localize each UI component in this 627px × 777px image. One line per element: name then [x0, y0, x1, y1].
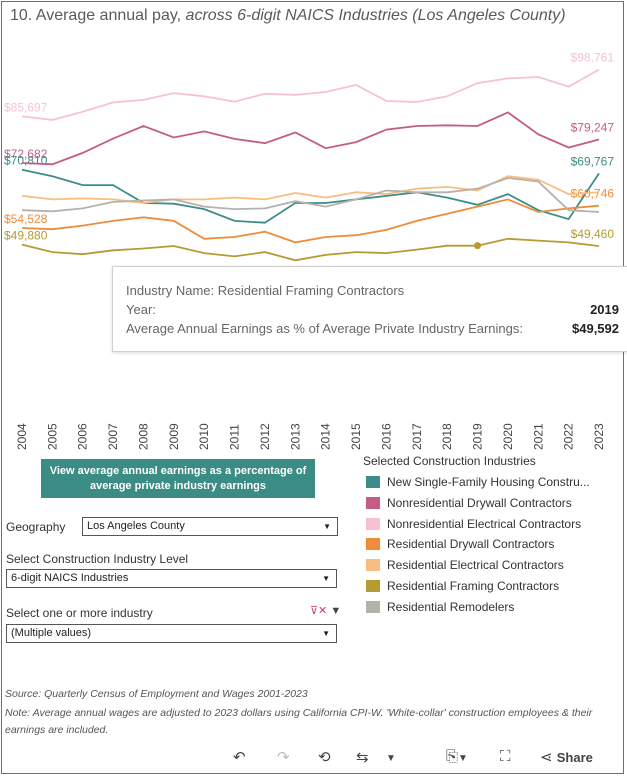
tooltip-industry-name: Industry Name: Residential Framing Contr…	[126, 283, 405, 298]
x-tick-label: 2019	[471, 423, 485, 450]
refresh-dropdown-icon[interactable]: ▼	[386, 753, 396, 764]
legend-item[interactable]: Residential Remodelers	[366, 600, 514, 614]
legend-swatch	[366, 496, 380, 509]
undo-icon[interactable]: ↶	[233, 749, 246, 766]
line-chart[interactable]: $70,810 $69,767$72,682$79,247$85,697$98,7…	[0, 48, 627, 458]
tooltip-metric-value: $49,592	[572, 321, 619, 336]
legend-label: Nonresidential Drywall Contractors	[387, 495, 572, 510]
x-tick-label: 2014	[319, 423, 333, 450]
share-button[interactable]: ⋖ Share	[540, 748, 593, 766]
geography-select[interactable]: Los Angeles County ▼	[82, 517, 338, 536]
legend-title: Selected Construction Industries	[363, 454, 536, 468]
industry-value: (Multiple values)	[11, 627, 92, 639]
chart-title: 10. Average annual pay, across 6-digit N…	[10, 7, 566, 24]
industry-level-label: Select Construction Industry Level	[6, 552, 189, 566]
share-label: Share	[556, 750, 593, 765]
industry-select[interactable]: (Multiple values) ▼	[6, 624, 337, 643]
percentage-view-button[interactable]: View average annual earnings as a percen…	[41, 459, 315, 498]
x-tick-label: 2009	[167, 423, 181, 450]
legend-item[interactable]: Nonresidential Electrical Contractors	[366, 517, 581, 531]
legend-swatch	[366, 600, 380, 613]
tooltip-year-value: 2019	[590, 302, 619, 317]
x-tick-label: 2013	[288, 423, 302, 450]
source-note: Source: Quarterly Census of Employment a…	[5, 688, 308, 700]
start-label-5: $49,880	[4, 229, 48, 243]
x-tick-label: 2008	[136, 423, 150, 450]
end-label-2: $98,761	[571, 51, 615, 65]
x-tick-label: 2022	[562, 423, 576, 450]
share-icon: ⋖	[540, 749, 553, 766]
legend-swatch	[366, 559, 380, 572]
series-line-2[interactable]	[21, 68, 600, 121]
x-tick-label: 2005	[45, 423, 59, 450]
refresh-icon[interactable]: ⇆	[356, 749, 369, 766]
x-tick-label: 2007	[106, 423, 120, 450]
industry-level-value: 6-digit NAICS Industries	[11, 572, 129, 584]
tooltip: Industry Name: Residential Framing Contr…	[112, 266, 627, 352]
legend-label: Residential Framing Contractors	[387, 579, 560, 593]
legend-label: Residential Drywall Contractors	[387, 537, 555, 552]
series-line-6[interactable]	[21, 177, 600, 213]
end-label-3: $60,746	[571, 187, 615, 201]
x-tick-label: 2006	[76, 423, 90, 450]
revert-icon[interactable]: ⟲	[318, 749, 331, 766]
tooltip-metric-label: Average Annual Earnings as % of Average …	[126, 321, 523, 336]
end-label-1: $79,247	[571, 120, 615, 134]
start-label-3: $54,528	[4, 212, 48, 226]
x-tick-label: 2018	[440, 423, 454, 450]
end-label-0: $69,767	[571, 154, 615, 168]
series-line-5[interactable]	[21, 237, 600, 262]
chevron-down-icon: ▼	[323, 522, 331, 531]
legend-item[interactable]: Residential Drywall Contractors	[366, 537, 554, 551]
series-line-1[interactable]	[21, 111, 600, 166]
highlight-point[interactable]	[474, 242, 482, 250]
legend-item[interactable]: Residential Electrical Contractors	[366, 558, 564, 572]
legend-swatch	[366, 517, 380, 530]
legend-label: Nonresidential Electrical Contractors	[387, 516, 582, 531]
geography-label: Geography	[6, 520, 66, 534]
legend-label: New Single-Family Housing Constru...	[387, 475, 590, 489]
x-tick-label: 2023	[592, 423, 606, 450]
chevron-down-icon: ▼	[322, 629, 330, 638]
x-tick-label: 2020	[501, 423, 515, 450]
legend-item[interactable]: New Single-Family Housing Constru...	[366, 475, 590, 489]
legend-swatch	[366, 538, 380, 551]
legend-swatch	[366, 476, 380, 488]
start-label-1: $72,682	[4, 147, 48, 161]
x-tick-label: 2011	[228, 424, 242, 450]
end-label-5: $49,460	[571, 227, 615, 241]
legend-label: Residential Electrical Contractors	[387, 558, 564, 573]
fullscreen-icon[interactable]: ⛶	[500, 748, 511, 765]
geography-value: Los Angeles County	[87, 520, 185, 532]
x-tick-label: 2016	[379, 423, 393, 450]
legend-label: Residential Remodelers	[387, 599, 515, 614]
series-line-4[interactable]	[21, 175, 600, 204]
tooltip-year-label: Year:	[126, 302, 156, 317]
start-label-2: $85,697	[4, 100, 48, 114]
clear-filter-icon[interactable]: ⊽✕ ▼	[310, 605, 342, 617]
legend-item[interactable]: Nonresidential Drywall Contractors	[366, 496, 572, 510]
industry-level-select[interactable]: 6-digit NAICS Industries ▼	[6, 569, 337, 588]
legend-swatch	[366, 580, 380, 592]
chevron-down-icon: ▼	[322, 574, 330, 583]
industry-select-label: Select one or more industry	[6, 606, 153, 620]
x-tick-label: 2004	[15, 423, 29, 450]
legend-item[interactable]: Residential Framing Contractors	[366, 579, 559, 593]
adjustment-note: Note: Average annual wages are adjusted …	[5, 707, 593, 736]
x-tick-label: 2012	[258, 423, 272, 450]
x-tick-label: 2015	[349, 423, 363, 450]
series-line-3[interactable]	[21, 198, 600, 244]
download-icon[interactable]: ⎘▼	[446, 748, 468, 765]
redo-icon[interactable]: ↷	[277, 749, 290, 766]
x-tick-label: 2010	[197, 423, 211, 450]
x-tick-label: 2021	[531, 423, 545, 450]
x-tick-label: 2017	[410, 423, 424, 450]
